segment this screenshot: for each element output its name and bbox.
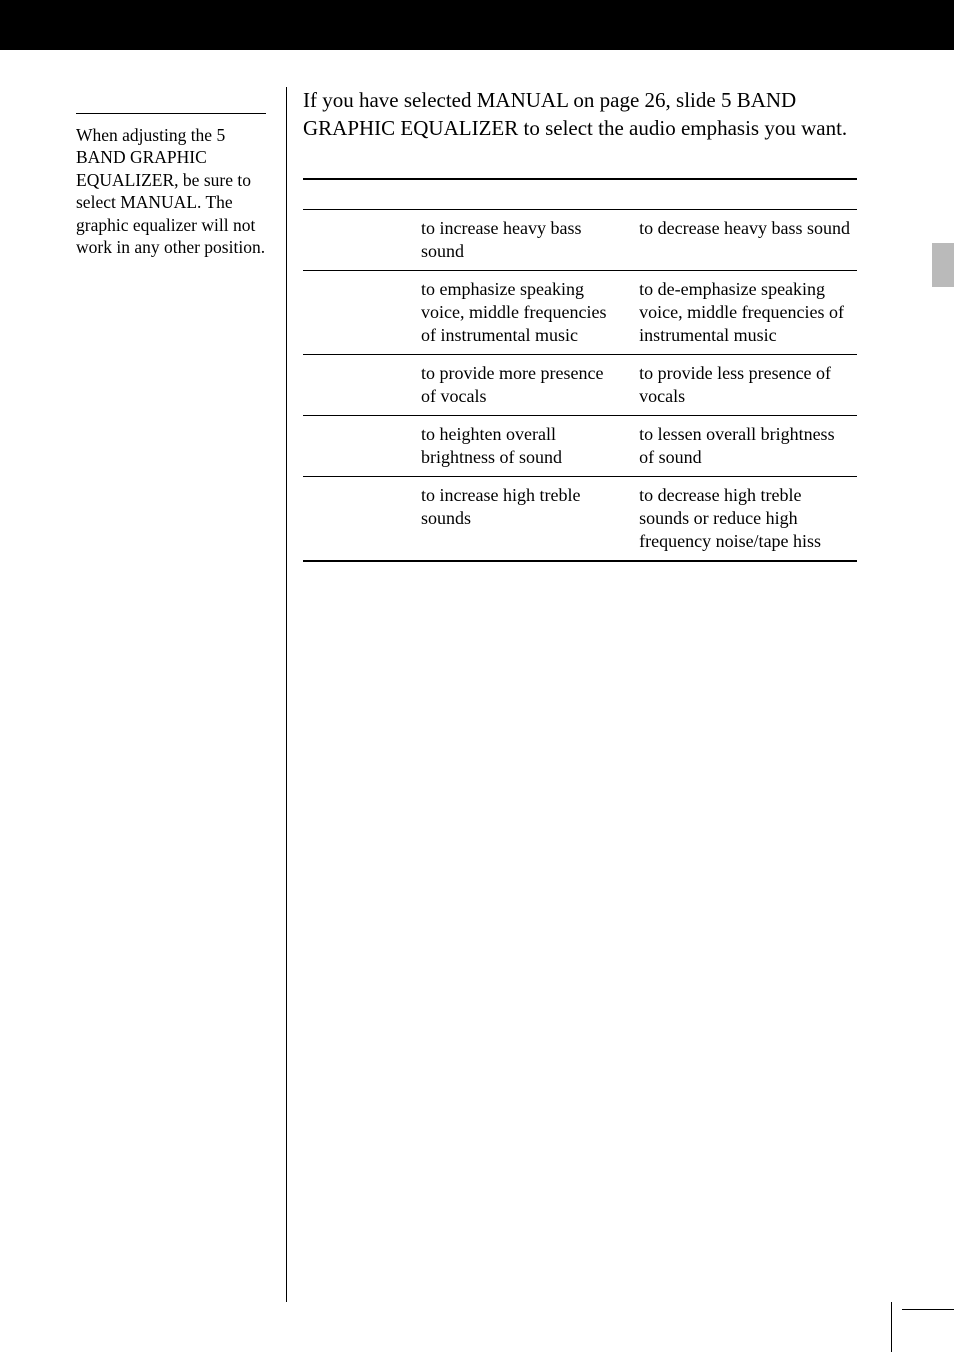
equalizer-table: to increase heavy bass sound to decrease…	[303, 178, 857, 562]
table-row: to increase heavy bass sound to decrease…	[303, 209, 857, 270]
main-content: If you have selected MANUAL on page 26, …	[303, 87, 857, 562]
cell-band	[303, 416, 421, 477]
table-row: to heighten overall brightness of sound …	[303, 416, 857, 477]
cell-band	[303, 355, 421, 416]
table-row: to provide more presence of vocals to pr…	[303, 355, 857, 416]
right-grey-tab	[932, 243, 954, 287]
table-header-down	[639, 179, 857, 209]
intro-paragraph: If you have selected MANUAL on page 26, …	[303, 87, 857, 142]
side-note: When adjusting the 5 BAND GRAPHIC EQUALI…	[76, 113, 266, 258]
cell-up: to emphasize speaking voice, middle freq…	[421, 271, 639, 355]
cell-down: to provide less presence of vocals	[639, 355, 857, 416]
cell-down: to lessen overall brightness of sound	[639, 416, 857, 477]
table-row: to emphasize speaking voice, middle freq…	[303, 271, 857, 355]
cell-band	[303, 477, 421, 562]
top-black-bar	[0, 0, 954, 50]
cell-down: to decrease high treble sounds or reduce…	[639, 477, 857, 562]
cell-up: to heighten overall brightness of sound	[421, 416, 639, 477]
table-header-band	[303, 179, 421, 209]
cell-up: to increase heavy bass sound	[421, 209, 639, 270]
cell-down: to decrease heavy bass sound	[639, 209, 857, 270]
corner-rule-horizontal	[902, 1309, 954, 1310]
table-row: to increase high treble sounds to decrea…	[303, 477, 857, 562]
cell-band	[303, 271, 421, 355]
cell-band	[303, 209, 421, 270]
cell-up: to increase high treble sounds	[421, 477, 639, 562]
table-header-up	[421, 179, 639, 209]
vertical-divider	[286, 87, 287, 1302]
side-note-text: When adjusting the 5 BAND GRAPHIC EQUALI…	[76, 125, 265, 257]
cell-up: to provide more presence of vocals	[421, 355, 639, 416]
cell-down: to de-emphasize speaking voice, middle f…	[639, 271, 857, 355]
corner-rule-vertical	[891, 1302, 892, 1352]
table-header-row	[303, 179, 857, 209]
